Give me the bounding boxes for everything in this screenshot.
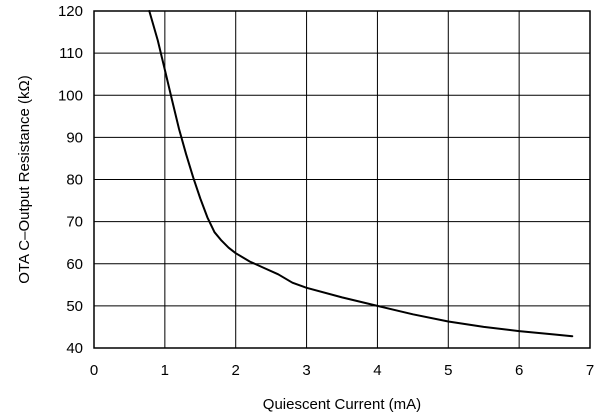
x-tick-label: 2	[232, 362, 240, 379]
plot-frame	[93, 10, 591, 349]
y-tick-label: 70	[66, 214, 83, 231]
y-tick-label: 90	[66, 129, 83, 146]
y-tick-label: 80	[66, 172, 83, 189]
y-tick-label: 120	[58, 3, 83, 20]
y-axis-label: OTA C–Output Resistance (kΩ)	[16, 75, 33, 284]
y-tick-label: 40	[66, 340, 83, 357]
x-tick-label: 6	[515, 362, 523, 379]
x-tick-label: 5	[444, 362, 452, 379]
x-tick-labels: 0 1 2 3 4 5 6 7	[90, 362, 594, 379]
x-tick-label: 0	[90, 362, 98, 379]
x-tick-label: 7	[586, 362, 594, 379]
y-tick-label: 50	[66, 298, 83, 315]
x-axis-label: Quiescent Current (mA)	[263, 396, 421, 413]
x-tick-label: 1	[161, 362, 169, 379]
y-tick-label: 60	[66, 256, 83, 273]
x-tick-label: 3	[302, 362, 310, 379]
y-tick-label: 110	[59, 45, 83, 62]
series-line	[148, 10, 574, 338]
x-tick-label: 4	[373, 362, 381, 379]
grid-lines	[94, 11, 590, 348]
y-tick-labels: 40 50 60 70 80 90 100 110 120	[58, 3, 83, 357]
y-tick-label: 100	[58, 87, 83, 104]
